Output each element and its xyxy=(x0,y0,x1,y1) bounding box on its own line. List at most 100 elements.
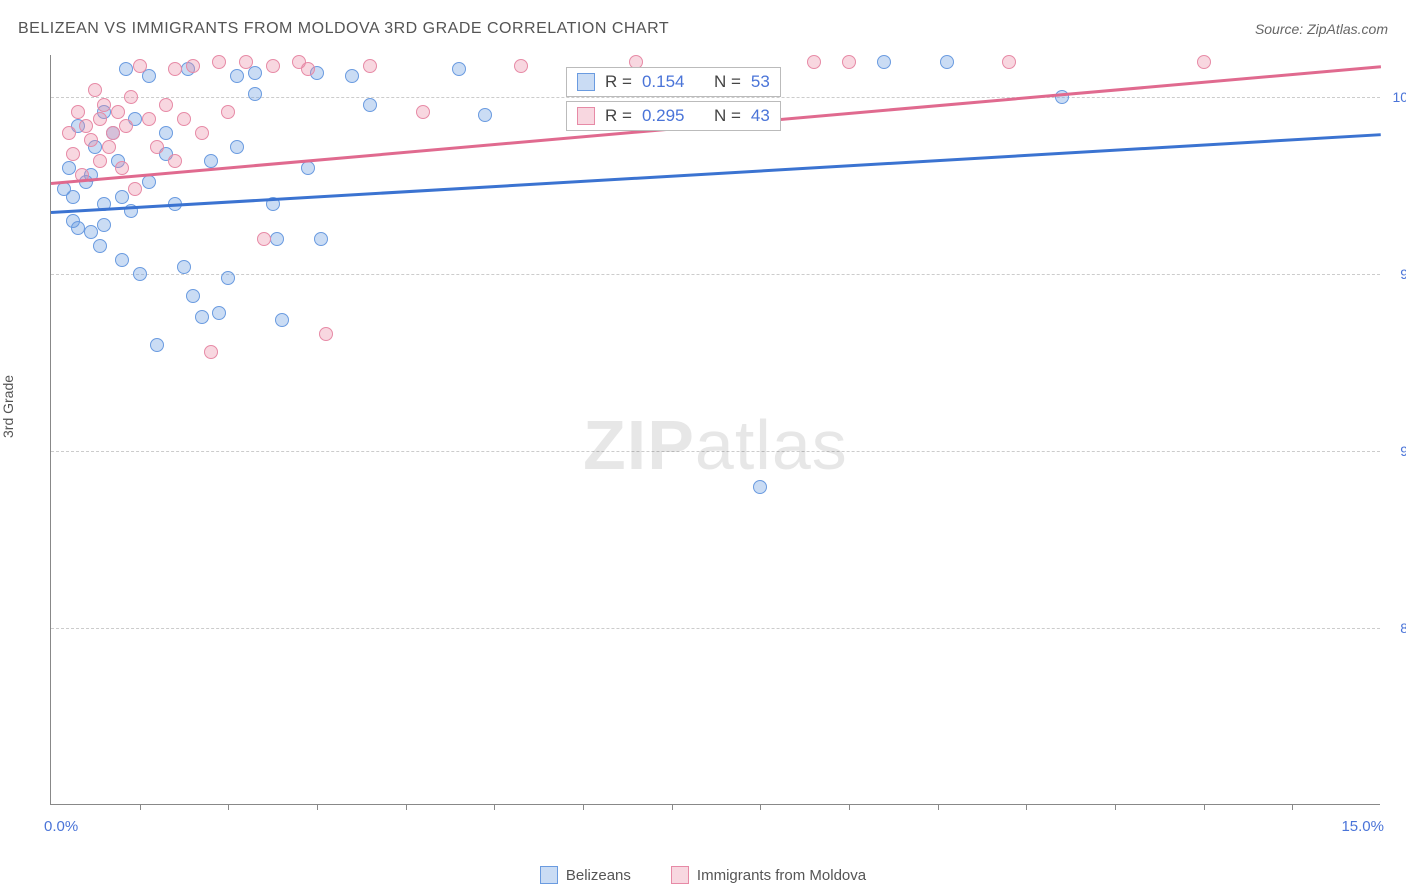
stat-r-label: R = xyxy=(605,106,632,126)
x-tick xyxy=(494,804,495,810)
legend-item-moldova: Immigrants from Moldova xyxy=(671,866,866,884)
data-point-belizeans xyxy=(97,218,111,232)
x-tick xyxy=(1292,804,1293,810)
trend-line-belizeans xyxy=(51,133,1381,213)
data-point-moldova xyxy=(177,112,191,126)
data-point-belizeans xyxy=(71,221,85,235)
data-point-belizeans xyxy=(345,69,359,83)
legend-item-belizeans: Belizeans xyxy=(540,866,631,884)
data-point-moldova xyxy=(115,161,129,175)
y-tick-label: 100.0% xyxy=(1385,89,1406,105)
x-tick xyxy=(406,804,407,810)
data-point-belizeans xyxy=(877,55,891,69)
data-point-moldova xyxy=(150,140,164,154)
data-point-moldova xyxy=(514,59,528,73)
data-point-moldova xyxy=(168,154,182,168)
title-bar: BELIZEAN VS IMMIGRANTS FROM MOLDOVA 3RD … xyxy=(18,20,1388,38)
data-point-moldova xyxy=(88,83,102,97)
data-point-belizeans xyxy=(115,253,129,267)
x-tick xyxy=(1026,804,1027,810)
data-point-moldova xyxy=(186,59,200,73)
data-point-belizeans xyxy=(62,161,76,175)
data-point-belizeans xyxy=(478,108,492,122)
data-point-belizeans xyxy=(363,98,377,112)
y-tick-label: 90.0% xyxy=(1385,443,1406,459)
chart-title: BELIZEAN VS IMMIGRANTS FROM MOLDOVA 3RD … xyxy=(18,20,669,38)
data-point-moldova xyxy=(239,55,253,69)
legend: Belizeans Immigrants from Moldova xyxy=(0,866,1406,884)
data-point-belizeans xyxy=(150,338,164,352)
data-point-moldova xyxy=(133,59,147,73)
x-tick xyxy=(140,804,141,810)
data-point-moldova xyxy=(111,105,125,119)
watermark: ZIPatlas xyxy=(583,405,848,485)
x-tick xyxy=(760,804,761,810)
data-point-moldova xyxy=(1002,55,1016,69)
data-point-moldova xyxy=(1197,55,1211,69)
y-tick-label: 85.0% xyxy=(1385,620,1406,636)
x-tick xyxy=(583,804,584,810)
x-tick xyxy=(1115,804,1116,810)
legend-swatch-blue xyxy=(540,866,558,884)
data-point-belizeans xyxy=(93,239,107,253)
x-tick xyxy=(672,804,673,810)
data-point-belizeans xyxy=(66,190,80,204)
data-point-moldova xyxy=(195,126,209,140)
data-point-moldova xyxy=(66,147,80,161)
x-tick xyxy=(849,804,850,810)
data-point-belizeans xyxy=(230,69,244,83)
x-tick xyxy=(317,804,318,810)
data-point-moldova xyxy=(79,119,93,133)
data-point-belizeans xyxy=(119,62,133,76)
data-point-moldova xyxy=(106,126,120,140)
stat-r-label: R = xyxy=(605,72,632,92)
y-tick-label: 95.0% xyxy=(1385,266,1406,282)
data-point-belizeans xyxy=(221,271,235,285)
data-point-moldova xyxy=(97,98,111,112)
stat-n-value: 43 xyxy=(751,106,770,126)
data-point-moldova xyxy=(128,182,142,196)
x-max-label: 15.0% xyxy=(1341,818,1384,835)
data-point-belizeans xyxy=(275,313,289,327)
stat-r-value: 0.154 xyxy=(642,72,685,92)
legend-swatch-pink xyxy=(671,866,689,884)
data-point-moldova xyxy=(212,55,226,69)
stat-box-moldova: R =0.295 N =43 xyxy=(566,101,781,131)
data-point-moldova xyxy=(93,154,107,168)
data-point-moldova xyxy=(62,126,76,140)
data-point-moldova xyxy=(807,55,821,69)
data-point-belizeans xyxy=(142,175,156,189)
data-point-moldova xyxy=(257,232,271,246)
stat-box-belizeans: R = 0.154 N = 53 xyxy=(566,67,781,97)
data-point-moldova xyxy=(842,55,856,69)
data-point-belizeans xyxy=(186,289,200,303)
stat-n-value: 53 xyxy=(751,72,770,92)
gridline-h xyxy=(51,451,1380,452)
data-point-moldova xyxy=(71,105,85,119)
stat-n-label: N = xyxy=(714,106,741,126)
data-point-belizeans xyxy=(212,306,226,320)
data-point-belizeans xyxy=(195,310,209,324)
stat-n-label: N = xyxy=(714,72,741,92)
data-point-belizeans xyxy=(753,480,767,494)
data-point-belizeans xyxy=(301,161,315,175)
gridline-h xyxy=(51,274,1380,275)
data-point-belizeans xyxy=(230,140,244,154)
data-point-belizeans xyxy=(177,260,191,274)
legend-label-moldova: Immigrants from Moldova xyxy=(697,867,866,884)
gridline-h xyxy=(51,628,1380,629)
data-point-moldova xyxy=(416,105,430,119)
x-origin-label: 0.0% xyxy=(44,818,78,835)
data-point-moldova xyxy=(93,112,107,126)
source-attribution: Source: ZipAtlas.com xyxy=(1255,21,1388,37)
data-point-moldova xyxy=(204,345,218,359)
data-point-moldova xyxy=(84,133,98,147)
data-point-moldova xyxy=(266,59,280,73)
data-point-moldova xyxy=(168,62,182,76)
stat-swatch-moldova xyxy=(577,107,595,125)
data-point-belizeans xyxy=(314,232,328,246)
data-point-belizeans xyxy=(452,62,466,76)
data-point-moldova xyxy=(363,59,377,73)
data-point-moldova xyxy=(221,105,235,119)
data-point-belizeans xyxy=(84,225,98,239)
